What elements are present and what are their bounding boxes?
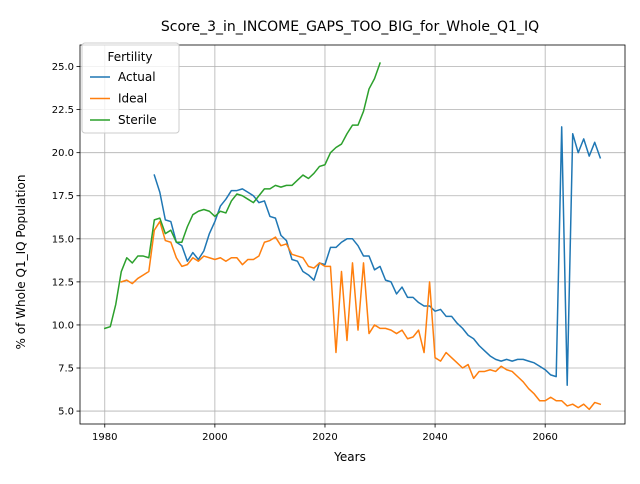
series-lines [103, 62, 602, 411]
chart-title: Score_3_in_INCOME_GAPS_TOO_BIG_for_Whole… [161, 19, 539, 35]
y-tick-label: 12.5 [52, 277, 74, 288]
y-tick-label: 10.0 [52, 320, 74, 331]
legend-label-actual: Actual [118, 70, 156, 84]
legend-label-ideal: Ideal [118, 92, 147, 106]
y-axis-label: % of Whole Q1_IQ Population [14, 175, 28, 350]
series-line-ideal [120, 220, 602, 411]
x-tick-label: 2000 [202, 432, 227, 443]
y-tick-label: 25.0 [52, 62, 74, 73]
y-tick-label: 7.5 [58, 364, 74, 375]
legend-entries: Actual Ideal Sterile [90, 70, 157, 127]
x-axis-label: Years [333, 450, 366, 464]
y-axis-ticks: 5.0 7.5 10.0 12.5 15.0 17.5 20.0 22.5 25.0 [52, 62, 80, 418]
y-tick-label: 22.5 [52, 105, 74, 116]
series-line-sterile [103, 62, 381, 330]
y-tick-label: 20.0 [52, 148, 74, 159]
legend-label-sterile: Sterile [118, 113, 157, 127]
legend-title: Fertility [107, 50, 152, 64]
y-tick-label: 15.0 [52, 234, 74, 245]
x-tick-label: 2020 [312, 432, 337, 443]
legend-box [81, 42, 180, 134]
y-tick-label: 17.5 [52, 191, 74, 202]
x-tick-label: 2040 [422, 432, 447, 443]
x-tick-label: 2060 [532, 432, 557, 443]
y-tick-label: 5.0 [58, 407, 74, 418]
x-tick-label: 1980 [92, 432, 117, 443]
legend: Fertility Actual Ideal Sterile [81, 42, 180, 134]
series-line-actual [153, 126, 602, 386]
x-axis-ticks: 1980 2000 2020 2040 2060 [92, 424, 558, 443]
plot-frame [79, 44, 626, 425]
